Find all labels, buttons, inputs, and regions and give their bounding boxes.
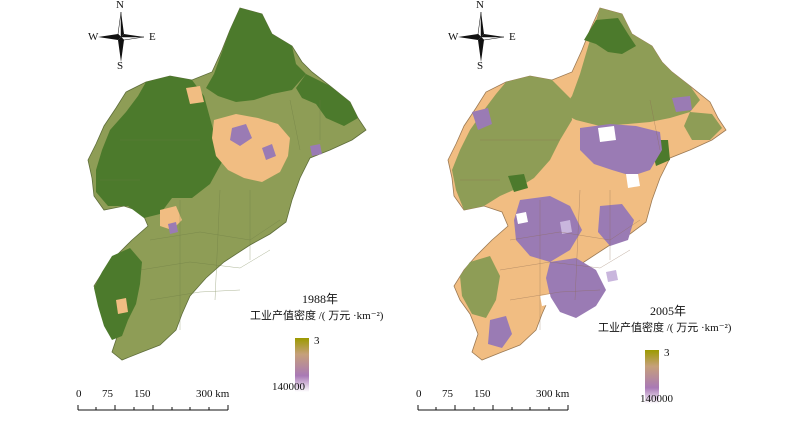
scale-label: 75 <box>442 388 453 400</box>
choropleth-map-2005 <box>447 7 727 361</box>
district-northeast <box>296 74 358 126</box>
compass-east-label: E <box>509 31 516 43</box>
north-arrow-compass: N S W E <box>446 0 516 72</box>
district-boundaries <box>100 99 321 330</box>
district-olive-southwest <box>460 256 500 318</box>
district-southwest <box>94 248 142 340</box>
district-tan-small-3 <box>186 86 204 104</box>
compass-west-label: W <box>448 31 459 43</box>
district-boundaries <box>460 99 661 330</box>
compass-west-label: W <box>88 31 99 43</box>
compass-east-label: E <box>149 31 156 43</box>
district-darkgreen-west <box>508 174 528 192</box>
legend-year: 1988年 <box>302 292 339 306</box>
scale-label: 0 <box>416 388 422 400</box>
district-lavender-6 <box>606 270 618 282</box>
scale-bar: 0 75 150 300 km <box>74 388 244 418</box>
legend-color-ramp <box>295 338 309 392</box>
scale-label: 300 km <box>536 388 570 400</box>
district-darkgreen-north <box>584 18 636 54</box>
legend-low-value: 3 <box>664 347 670 359</box>
map-panel-2005: N S W E 2005年 工业产值密度 /( 万元 ·km⁻²) 3 1400… <box>400 0 800 423</box>
compass-south-label: S <box>117 60 124 72</box>
map-panel-1988: N S W E 1988年 工业产值密度 /( 万元 ·km⁻²) 3 1400… <box>74 0 400 418</box>
district-lavender-2 <box>626 174 640 188</box>
district-lavender-4 <box>560 220 572 234</box>
legend-high-value: 140000 <box>272 381 305 393</box>
district-olive-west <box>452 76 572 210</box>
district-purple-south <box>546 258 606 318</box>
scale-label: 150 <box>474 388 491 400</box>
scale-label: 0 <box>76 388 82 400</box>
district-purple-2 <box>262 144 276 160</box>
district-purple-west-1 <box>472 108 492 130</box>
legend-1988: 1988年 工业产值密度 /( 万元 ·km⁻²) 3 140000 <box>250 290 400 400</box>
district-purple-southwest <box>488 316 512 348</box>
district-lavender-5 <box>540 294 552 306</box>
district-purple-1 <box>230 124 252 146</box>
district-purple-center <box>514 196 582 262</box>
compass-north-label: N <box>476 0 484 11</box>
district-purple-northeast <box>672 96 692 112</box>
district-west <box>96 76 222 218</box>
district-lavender-3 <box>516 212 528 224</box>
district-north <box>206 8 306 102</box>
scale-bar: 0 75 150 300 km <box>414 388 584 418</box>
scale-bar-ruler <box>417 405 569 411</box>
district-tan-small-1 <box>160 206 182 230</box>
legend-color-ramp <box>645 350 659 404</box>
legend-caption: 工业产值密度 /( 万元 ·km⁻²) <box>598 322 732 334</box>
compass-south-label: S <box>477 60 484 72</box>
scale-label: 150 <box>134 388 151 400</box>
scale-label: 75 <box>102 388 113 400</box>
legend-year: 2005年 <box>650 304 687 318</box>
district-tan-small-2 <box>116 298 128 314</box>
legend-high-value: 140000 <box>640 393 673 405</box>
district-purple-3 <box>168 222 178 234</box>
district-purple-coast <box>598 204 634 246</box>
choropleth-map-1988 <box>87 7 367 361</box>
district-purple-4 <box>310 144 322 156</box>
district-lavender-1 <box>598 126 616 142</box>
compass-north-label: N <box>116 0 124 11</box>
scale-label: 300 km <box>196 388 230 400</box>
legend-low-value: 3 <box>314 335 320 347</box>
scale-bar-ruler <box>77 405 229 411</box>
compass-rose-icon <box>458 11 505 62</box>
legend-2005: 2005年 工业产值密度 /( 万元 ·km⁻²) 3 140000 <box>598 302 748 412</box>
compass-rose-icon <box>98 11 145 62</box>
north-arrow-compass: N S W E <box>86 0 156 72</box>
legend-caption: 工业产值密度 /( 万元 ·km⁻²) <box>250 310 384 322</box>
district-olive-east <box>684 112 722 140</box>
